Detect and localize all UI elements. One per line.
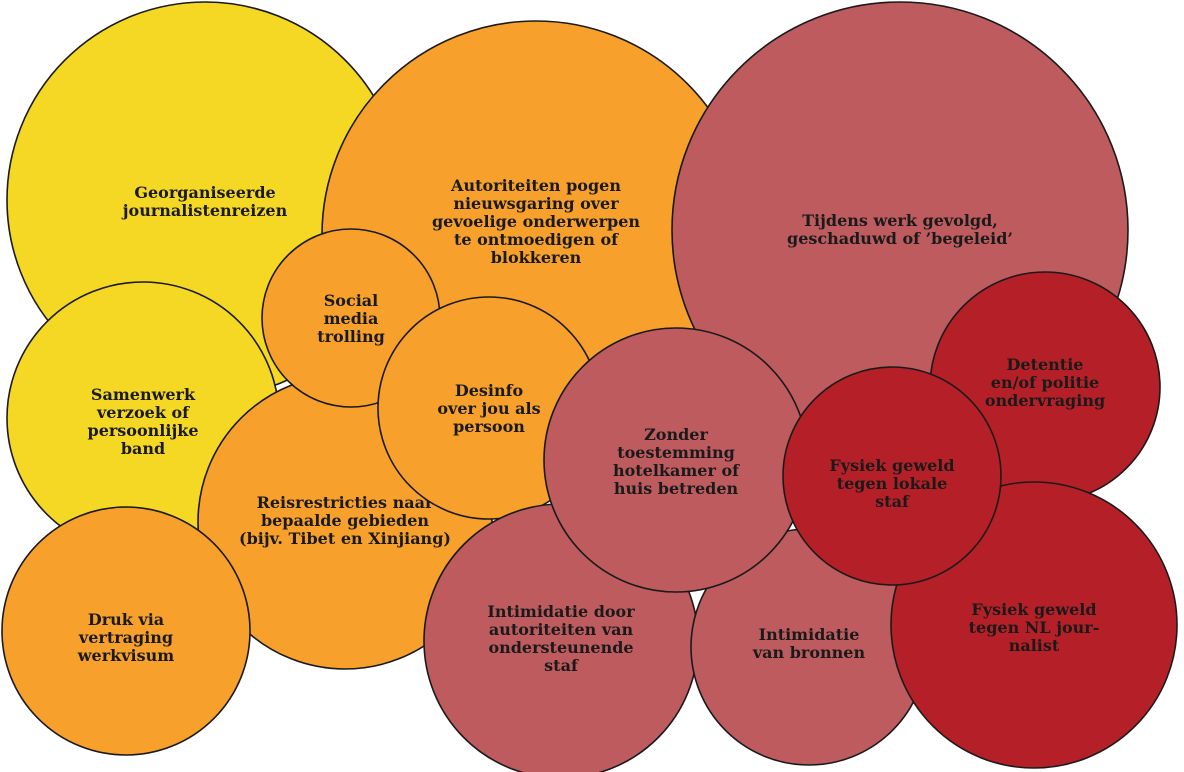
bubble-label: Zonder toestemming hotelkamer of huis betre… xyxy=(613,425,740,498)
bubble-label-line: (bijv. Tibet en Xinjiang) xyxy=(239,529,451,548)
bubble-label-line: Tijdens werk gevolgd, xyxy=(802,211,998,230)
bubble-label-line: Fysiek geweld xyxy=(971,600,1096,619)
bubble-label-line: vertraging xyxy=(78,628,173,647)
bubble-label-line: Druk via xyxy=(88,610,164,629)
bubble-label-line: Intimidatie xyxy=(759,625,860,644)
bubble-label-line: blokkeren xyxy=(491,248,582,267)
bubble-fysiek-geweld-lokaal: Fysiek geweld tegen lokale staf xyxy=(782,366,1002,586)
bubble-circle xyxy=(1,506,251,756)
bubble-label-line: trolling xyxy=(317,327,385,346)
bubble-label: Tijdens werk gevolgd, geschaduwd of ’bege… xyxy=(787,211,1013,248)
bubble-label-line: hotelkamer of xyxy=(613,461,740,480)
bubble-label-line: te ontmoedigen of xyxy=(454,230,619,249)
bubble-label-line: van bronnen xyxy=(752,643,866,662)
bubble-label: Social media trolling xyxy=(317,291,385,346)
bubble-label-line: tegen NL jour- xyxy=(969,618,1100,637)
bubble-label-line: geschaduwd of ’begeleid’ xyxy=(787,229,1013,248)
bubble-label-line: Autoriteiten pogen xyxy=(450,176,621,195)
bubble-label-line: media xyxy=(324,309,379,328)
bubble-label-line: gevoelige onderwerpen xyxy=(432,212,640,231)
bubble-circle xyxy=(782,366,1002,586)
bubble-label-line: werkvisum xyxy=(77,646,174,665)
bubble-label-line: over jou als xyxy=(437,399,540,418)
bubble-label: Reisrestricties naar bepaalde gebieden (bi… xyxy=(239,493,451,548)
bubble-label-line: ondervraging xyxy=(985,391,1105,410)
bubble-label: Desinfo over jou als persoon xyxy=(437,381,540,436)
bubble-label-line: persoon xyxy=(453,417,525,436)
bubble-label: Autoriteiten pogen nieuwsgaring over gevoe… xyxy=(432,176,640,267)
bubble-label: Intimidatie van bronnen xyxy=(752,625,866,662)
bubble-label-line: nalist xyxy=(1009,636,1060,655)
bubble-label-line: Reisrestricties naar xyxy=(257,493,434,512)
bubble-label: Detentie en/of politie ondervraging xyxy=(985,355,1105,410)
bubble-label-line: bepaalde gebieden xyxy=(261,511,429,530)
bubble-label-line: band xyxy=(121,439,165,458)
bubble-label-line: nieuwsgaring over xyxy=(453,194,619,213)
bubble-label: Druk via vertraging werkvisum xyxy=(77,610,174,665)
bubble-label-line: Desinfo xyxy=(455,381,524,400)
bubble-label-line: verzoek of xyxy=(96,403,190,422)
bubble-label-line: persoonlijke xyxy=(88,421,199,440)
bubble-label: Fysiek geweld tegen NL jour-nalist xyxy=(969,600,1100,655)
bubble-label-line: huis betreden xyxy=(614,479,739,498)
bubble-label-line: Intimidatie door xyxy=(487,602,635,621)
bubble-label-line: tegen lokale xyxy=(837,474,948,493)
bubble-label: Fysiek geweld tegen lokale staf xyxy=(829,456,954,511)
bubble-label-line: Georganiseerde xyxy=(134,183,275,202)
bubble-label-line: toestemming xyxy=(617,443,735,462)
bubble-label-line: en/of politie xyxy=(991,373,1099,392)
bubble-label-line: journalistenreizen xyxy=(121,201,288,220)
bubble-label: Samenwerk verzoek of persoonlijke band xyxy=(88,385,199,458)
bubble-label-line: staf xyxy=(875,492,910,511)
bubble-zonder-toestemming: Zonder toestemming hotelkamer of huis betre… xyxy=(543,327,809,593)
bubble-label-line: Fysiek geweld xyxy=(829,456,954,475)
bubble-druk-via-vertraging: Druk via vertraging werkvisum xyxy=(1,506,251,756)
bubble-label-line: staf xyxy=(544,656,579,675)
bubble-label: Intimidatie door autoriteiten van onderste… xyxy=(487,602,635,675)
bubble-label-line: ondersteunende xyxy=(488,638,633,657)
bubble-label-line: Detentie xyxy=(1007,355,1084,374)
bubble-label-line: Zonder xyxy=(644,425,708,444)
bubble-label-line: Samenwerk xyxy=(91,385,196,404)
bubble-label: Georganiseerde journalistenreizen xyxy=(121,183,288,220)
bubble-label-line: Social xyxy=(324,291,379,310)
bubble-label-line: autoriteiten van xyxy=(489,620,634,639)
